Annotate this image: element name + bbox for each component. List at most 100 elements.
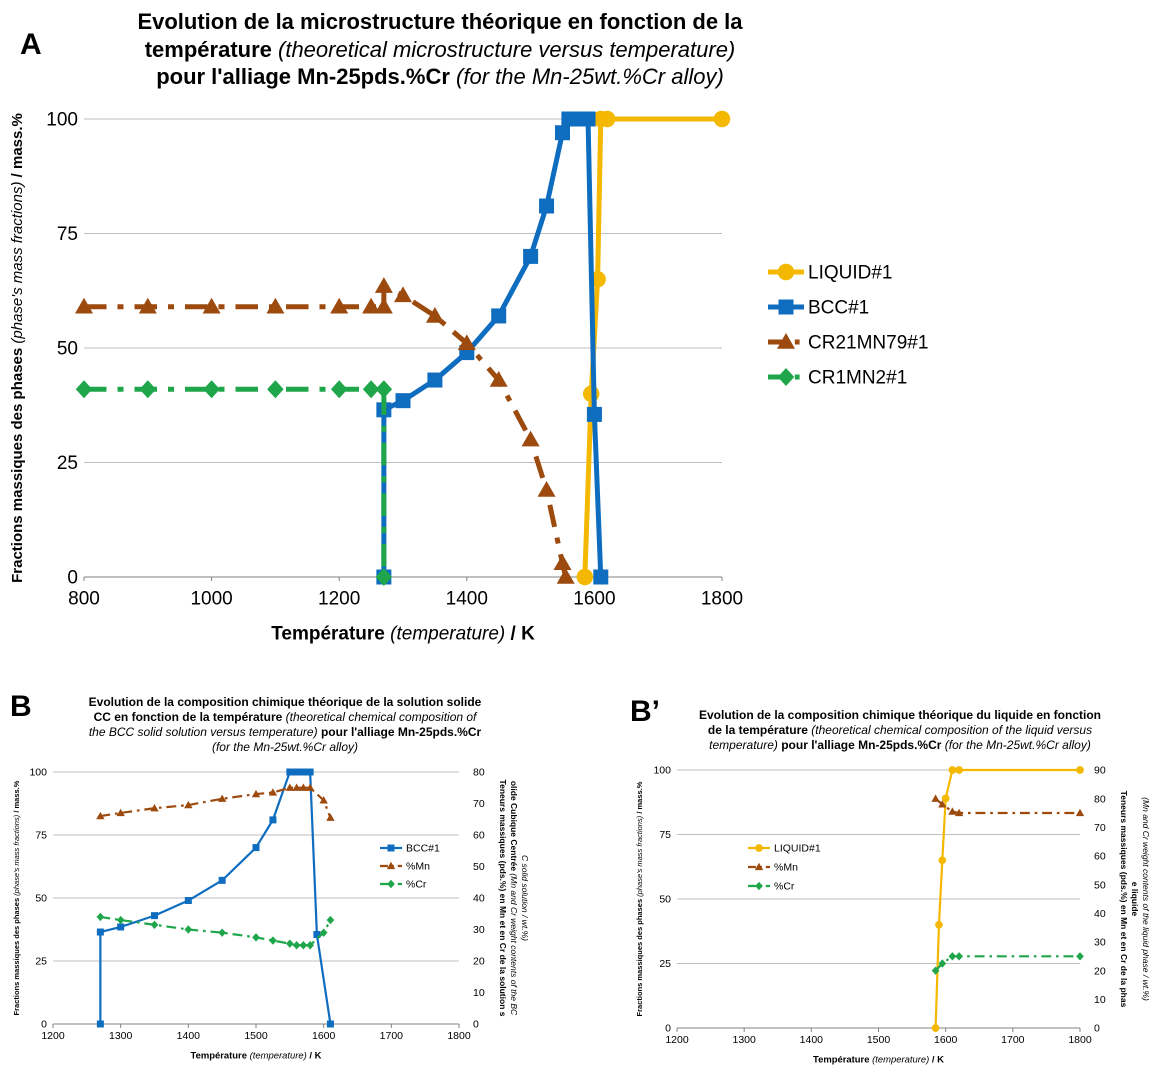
legend-label: CR1MN2#1	[808, 368, 907, 389]
y-tick-label: 100	[29, 767, 47, 779]
legend-marker	[755, 881, 763, 891]
data-point	[1075, 808, 1085, 817]
data-point	[203, 380, 220, 399]
data-point	[931, 794, 940, 802]
y2-tick-label: 70	[1094, 822, 1106, 834]
data-point	[96, 811, 105, 820]
data-point	[941, 794, 950, 803]
data-point	[553, 554, 572, 571]
data-point	[293, 768, 301, 776]
panel-b-title: Evolution de la composition chimique thé…	[40, 695, 530, 755]
x-tick-label: 1400	[177, 1030, 201, 1042]
panel-a-letter: A	[20, 28, 42, 61]
y-axis-label-part: (phase's mass fractions)	[9, 177, 26, 343]
data-point	[218, 876, 226, 884]
data-point	[150, 804, 159, 812]
data-point	[319, 796, 328, 804]
data-point	[713, 110, 731, 128]
data-point	[305, 783, 315, 791]
x-tick-label: 1800	[447, 1030, 471, 1042]
x-tick-label: 1700	[380, 1030, 404, 1042]
y-tick-label: 0	[67, 568, 78, 589]
panel-bp-title-line2-bold: de la température	[707, 723, 808, 737]
data-point	[266, 297, 285, 314]
data-point	[313, 931, 321, 939]
y-tick-label: 75	[659, 829, 671, 841]
panel-bp-title-line2-italic: (theoretical chemical composition of the…	[811, 723, 1093, 737]
data-point	[292, 941, 301, 950]
y2-tick-label: 40	[1094, 908, 1106, 920]
y-tick-label: 0	[41, 1019, 47, 1031]
y-axis-label-part: Fractions massiques des phases	[12, 896, 21, 1016]
legend: LIQUID#1 %Mn %Cr	[748, 843, 821, 893]
legend-marker	[777, 263, 795, 281]
legend-marker	[754, 862, 764, 871]
panel-bp-title-line3b-italic: (for the Mn-25wt.%Cr alloy)	[944, 738, 1091, 752]
y-axis-label: Fractions massiques des phases (phase's …	[635, 781, 644, 1016]
x-axis-label-part: / K	[511, 624, 536, 645]
x-tick-label: 1200	[41, 1030, 65, 1042]
y2-label-line-part: olide Cubique Centrée	[509, 781, 519, 874]
data-point	[1076, 766, 1084, 774]
data-point	[184, 925, 193, 934]
data-point	[299, 941, 308, 950]
panel-a-title-line2-bold: température	[144, 36, 272, 62]
y-axis-label-part: / mass.%	[12, 780, 21, 812]
x-axis-label-part: Température	[191, 1051, 250, 1062]
panel-b-title-line4-italic: (for the Mn-25wt.%Cr alloy)	[211, 740, 359, 754]
legend: BCC#1 %Mn %Cr	[380, 843, 440, 891]
data-point	[75, 297, 93, 314]
legend-label: %Cr	[406, 879, 427, 891]
data-point	[598, 110, 616, 128]
y-tick-label: 75	[57, 224, 78, 245]
x-axis-label-part: Température	[813, 1055, 872, 1066]
y2-tick-label: 60	[473, 830, 485, 842]
data-point	[306, 768, 314, 776]
legend-marker	[777, 333, 795, 349]
data-point	[938, 800, 947, 808]
legend-label: %Mn	[774, 862, 798, 874]
series-line	[84, 283, 569, 578]
y2-tick-label: 30	[1094, 937, 1106, 949]
series-0	[96, 768, 334, 1028]
data-point	[286, 768, 294, 776]
y2-label-line-part: Teneurs massiques (pds.%) en Mn et en Cr…	[498, 780, 508, 1017]
data-point	[202, 297, 221, 314]
y-tick-label: 50	[659, 894, 671, 906]
y2-tick-label: 50	[1094, 879, 1106, 891]
y2-label-line: (Mn and Cr weight contents of the liquid…	[1141, 797, 1151, 1001]
y2-tick-label: 50	[473, 861, 485, 873]
y2-label-line: Teneurs massiques (pds.%) en Mn et en Cr…	[1119, 791, 1129, 1008]
data-point	[955, 766, 963, 774]
panel-b-letter: B	[10, 690, 32, 723]
y-axis-label-part: Fractions massiques des phases	[9, 344, 26, 583]
y2-tick-label: 10	[1094, 994, 1106, 1006]
data-point	[96, 912, 105, 922]
data-point	[150, 920, 159, 929]
series-line	[934, 955, 1080, 972]
data-point	[938, 856, 947, 865]
data-point	[285, 939, 294, 948]
panel-bp-title-line1: Evolution de la composition chimique thé…	[698, 708, 1101, 722]
data-point	[523, 248, 539, 264]
y-tick-label: 50	[35, 893, 47, 905]
data-point	[374, 277, 393, 293]
series-0	[931, 766, 1084, 1032]
data-point	[489, 371, 508, 387]
x-tick-label: 1800	[701, 589, 743, 610]
x-tick-label: 1400	[446, 589, 488, 610]
series-line	[582, 116, 722, 578]
data-point	[576, 568, 594, 586]
legend-marker	[778, 299, 794, 315]
y-tick-label: 25	[659, 958, 671, 970]
series-0	[576, 110, 731, 586]
panel-a-title-line3-italic: (for the Mn-25wt.%Cr alloy)	[456, 64, 724, 89]
data-point	[306, 941, 314, 950]
data-point	[948, 952, 957, 961]
series-line	[934, 797, 1080, 815]
y2-tick-label: 80	[473, 767, 485, 779]
series-1	[376, 111, 609, 585]
y2-tick-label: 30	[473, 924, 485, 936]
legend-marker	[755, 844, 763, 852]
data-point	[555, 125, 570, 141]
